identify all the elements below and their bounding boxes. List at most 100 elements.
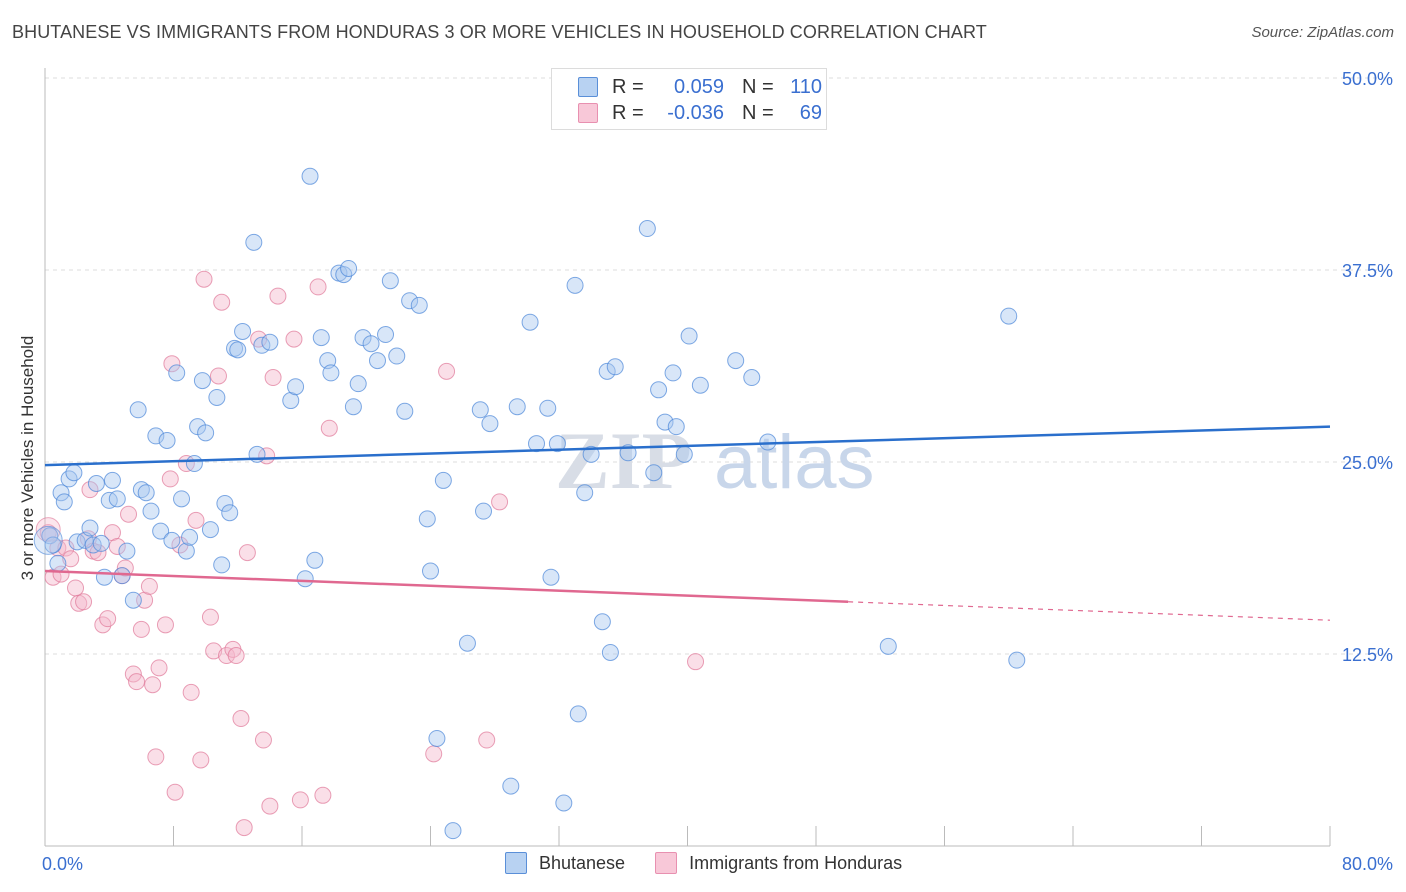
data-point-bhutanese [381, 272, 399, 290]
trend-lines [44, 425, 1331, 621]
trend-line-honduras [44, 569, 849, 604]
data-point-bhutanese [193, 372, 211, 390]
data-point-honduras [209, 367, 227, 385]
data-point-honduras [62, 550, 80, 568]
data-point-bhutanese [103, 471, 121, 489]
data-point-bhutanese [675, 445, 693, 463]
data-point-bhutanese [362, 335, 380, 353]
data-point-honduras [261, 797, 279, 815]
data-point-bhutanese [229, 341, 247, 359]
data-point-bhutanese [306, 551, 324, 569]
data-point-bhutanese [234, 322, 252, 340]
chart-title: BHUTANESE VS IMMIGRANTS FROM HONDURAS 3 … [12, 22, 987, 42]
data-point-bhutanese [401, 292, 419, 310]
x-tick-label: 0.0% [42, 854, 83, 874]
legend-swatch-blue [505, 852, 527, 874]
data-point-bhutanese [743, 369, 761, 387]
data-point-bhutanese [656, 413, 674, 431]
data-point-honduras [120, 505, 138, 523]
x-tick-label: 80.0% [1342, 854, 1393, 874]
data-point-bhutanese [87, 475, 105, 493]
data-point-bhutanese [566, 276, 584, 294]
watermark: ZIP atlas [555, 415, 875, 506]
data-point-bhutanese [569, 705, 587, 723]
data-point-bhutanese [301, 167, 319, 185]
data-point-bhutanese [312, 329, 330, 347]
legend-row-bhutanese: R = 0.059 N = 110 [578, 75, 822, 99]
data-point-bhutanese [132, 481, 150, 499]
data-point-bhutanese [667, 418, 685, 436]
data-point-bhutanese [147, 427, 165, 445]
data-point-honduras [132, 620, 150, 638]
correlation-legend: R = 0.059 N = 110 R = -0.036 N = 69 [551, 68, 827, 130]
data-point-honduras [161, 470, 179, 488]
data-point-bhutanese [680, 327, 698, 345]
data-point-bhutanese [197, 424, 215, 442]
legend-n-label: N = [742, 101, 774, 124]
data-point-bhutanese [638, 220, 656, 238]
data-point-honduras [140, 577, 158, 595]
data-point-bhutanese [168, 364, 186, 382]
data-point-bhutanese [55, 493, 73, 511]
legend-n-value: 69 [799, 101, 822, 124]
data-point-honduras [227, 647, 245, 665]
series-legend: Bhutanese Immigrants from Honduras [505, 852, 932, 874]
legend-r-label: R = [612, 101, 644, 124]
data-point-bhutanese [542, 568, 560, 586]
data-point-bhutanese [181, 528, 199, 546]
data-point-honduras [163, 355, 181, 373]
data-point-bhutanese [173, 490, 191, 508]
tick-labels: 12.5% 25.0% 37.5% 50.0% 0.0% 80.0% [42, 69, 1393, 874]
axes [44, 68, 1331, 847]
data-point-bhutanese [434, 471, 452, 489]
series-bhutanese-points [33, 167, 1026, 840]
data-point-honduras [291, 791, 309, 809]
data-point-bhutanese [576, 484, 594, 502]
data-point-bhutanese [593, 613, 611, 631]
data-point-bhutanese [1008, 651, 1026, 669]
chart-source: Source: ZipAtlas.com [1251, 24, 1394, 41]
data-point-bhutanese [52, 484, 70, 502]
data-point-bhutanese-cluster [33, 525, 63, 555]
data-point-bhutanese [41, 527, 59, 545]
data-point-bhutanese [296, 570, 314, 588]
data-point-honduras [144, 676, 162, 694]
data-point-honduras [285, 330, 303, 348]
data-point-bhutanese [213, 556, 231, 574]
data-point-bhutanese [49, 554, 67, 572]
data-point-honduras [187, 511, 205, 529]
data-point-bhutanese [129, 401, 147, 419]
data-point-honduras [195, 270, 213, 288]
data-point-honduras [75, 593, 93, 611]
data-point-bhutanese [124, 591, 142, 609]
data-point-honduras [491, 493, 509, 511]
legend-swatch-blue [578, 77, 598, 97]
legend-r-value: 0.059 [673, 75, 724, 98]
legend-r-value: -0.036 [667, 101, 724, 124]
data-point-honduras [254, 731, 272, 749]
data-point-honduras [213, 293, 231, 311]
data-point-honduras [147, 748, 165, 766]
legend-swatch-pink [655, 852, 678, 874]
data-point-honduras [232, 710, 250, 728]
legend-swatch-pink [578, 103, 598, 123]
y-tick-label: 37.5% [1342, 261, 1393, 281]
data-point-honduras [235, 819, 253, 837]
data-point-bhutanese [108, 490, 126, 508]
data-point-bhutanese [261, 333, 279, 351]
data-point-honduras [205, 642, 223, 660]
data-point-honduras [99, 610, 117, 628]
data-point-bhutanese [216, 494, 234, 512]
data-point-bhutanese [396, 402, 414, 420]
data-point-bhutanese [428, 729, 446, 747]
data-point-bhutanese [245, 233, 263, 251]
data-point-bhutanese [727, 352, 745, 370]
data-point-bhutanese [368, 352, 386, 370]
data-point-bhutanese [208, 388, 226, 406]
gridlines [45, 77, 1392, 655]
data-point-honduras [438, 362, 456, 380]
data-point-bhutanese [548, 435, 566, 453]
data-point-honduras [150, 659, 168, 677]
data-point-bhutanese [481, 415, 499, 433]
data-point-bhutanese [95, 568, 113, 586]
